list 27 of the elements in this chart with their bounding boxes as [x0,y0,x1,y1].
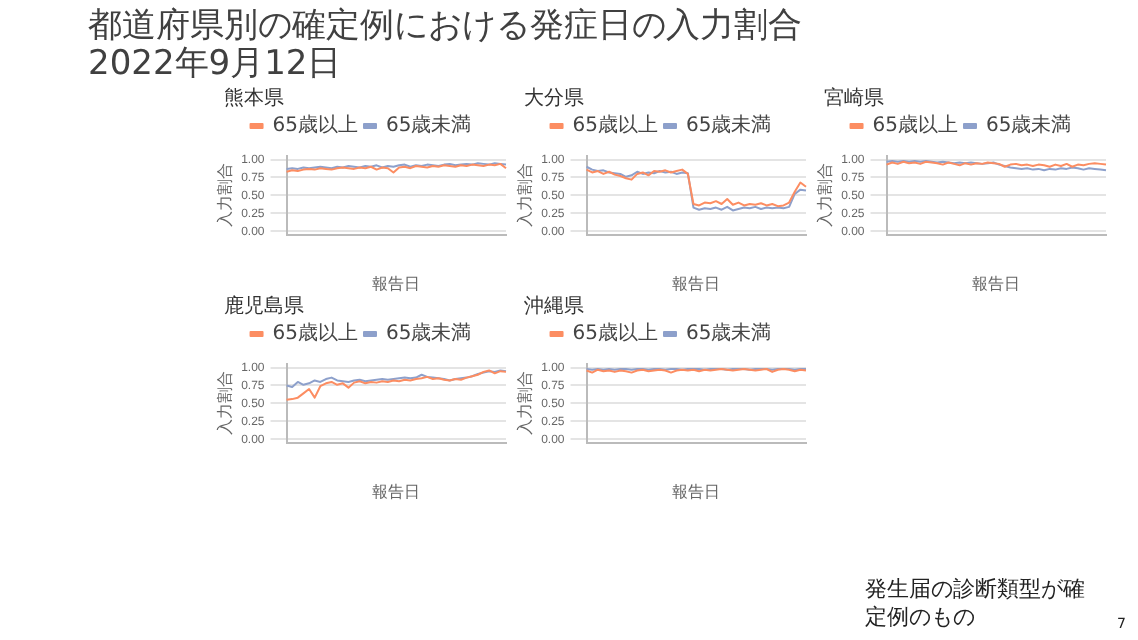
x-axis-title: 報告日 [672,274,721,293]
legend-label: 65歳以上 [272,113,359,138]
y-axis-title: 入力割合 [515,371,534,436]
y-axis-title: 入力割合 [815,163,834,228]
chart-title: 大分県 [522,88,586,110]
legend-label: 65歳以上 [872,113,959,138]
y-axis-title: 入力割合 [215,163,234,228]
legend-label: 65歳未満 [386,321,472,346]
chart-title: 鹿児島県 [222,296,306,318]
text: 発生届の診断類型が確定例のもの [865,576,1088,632]
x-axis-title: 報告日 [972,274,1021,293]
y-axis-title: 入力割合 [515,163,534,228]
legend-label: 65歳未満 [686,113,772,138]
y-axis-title: 入力割合 [215,371,234,436]
x-axis-title: 報告日 [372,482,421,501]
text: 都道府県別の確定例における発症日の入力割合 2022年9月12日 [88,6,804,84]
legend-label: 65歳未満 [986,113,1072,138]
legend-label: 65歳以上 [572,113,659,138]
chart-title: 沖縄県 [522,296,586,318]
x-axis-title: 報告日 [372,274,421,293]
legend-label: 65歳以上 [572,321,659,346]
legend-label: 65歳未満 [386,113,472,138]
legend-label: 65歳未満 [686,321,772,346]
x-axis-title: 報告日 [672,482,721,501]
chart-title: 熊本県 [222,88,286,110]
legend-label: 65歳以上 [272,321,359,346]
chart-title: 宮崎県 [822,88,886,110]
